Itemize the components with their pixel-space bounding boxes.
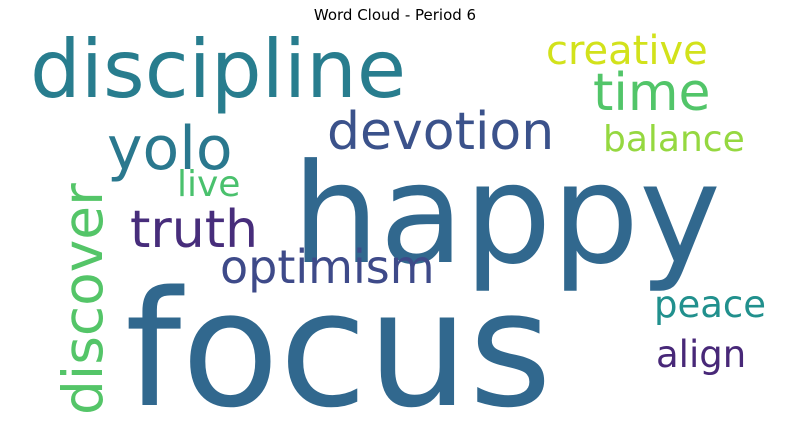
word-focus: focus <box>125 256 552 427</box>
word-align: align <box>656 333 746 376</box>
word-peace: peace <box>654 283 766 326</box>
word-creative: creative <box>546 28 708 74</box>
word-happy: happy <box>292 134 721 295</box>
word-discover: discover <box>51 183 115 415</box>
word-time: time <box>593 63 710 123</box>
word-discipline: discipline <box>30 23 406 116</box>
word-yolo: yolo <box>107 114 233 184</box>
word-live: live <box>177 164 240 205</box>
word-devotion: devotion <box>327 102 554 162</box>
word-balance: balance <box>603 119 745 160</box>
word-optimism: optimism <box>220 240 435 294</box>
chart-title: Word Cloud - Period 6 <box>313 6 477 24</box>
word-truth: truth <box>130 200 258 260</box>
